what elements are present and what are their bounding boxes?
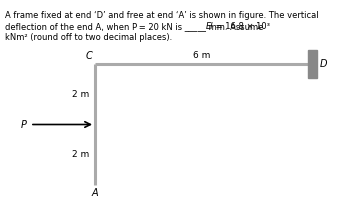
Text: 6 m: 6 m bbox=[193, 51, 210, 60]
Text: kNm² (round off to two decimal places).: kNm² (round off to two decimal places). bbox=[5, 33, 172, 42]
Text: 2 m: 2 m bbox=[72, 90, 89, 99]
Text: deflection of the end A, when P = 20 kN is _____ mm. Assume: deflection of the end A, when P = 20 kN … bbox=[5, 22, 266, 31]
Text: A: A bbox=[92, 188, 98, 197]
Text: A frame fixed at end ‘D’ and free at end ‘A’ is shown in figure. The vertical: A frame fixed at end ‘D’ and free at end… bbox=[5, 11, 318, 20]
Bar bbox=[308, 50, 317, 78]
Text: = 16.8 × 10³: = 16.8 × 10³ bbox=[213, 22, 270, 31]
Text: C: C bbox=[85, 51, 92, 61]
Text: EI: EI bbox=[206, 22, 214, 31]
Text: P: P bbox=[21, 120, 27, 129]
Text: D: D bbox=[320, 59, 328, 69]
Text: 2 m: 2 m bbox=[72, 150, 89, 159]
